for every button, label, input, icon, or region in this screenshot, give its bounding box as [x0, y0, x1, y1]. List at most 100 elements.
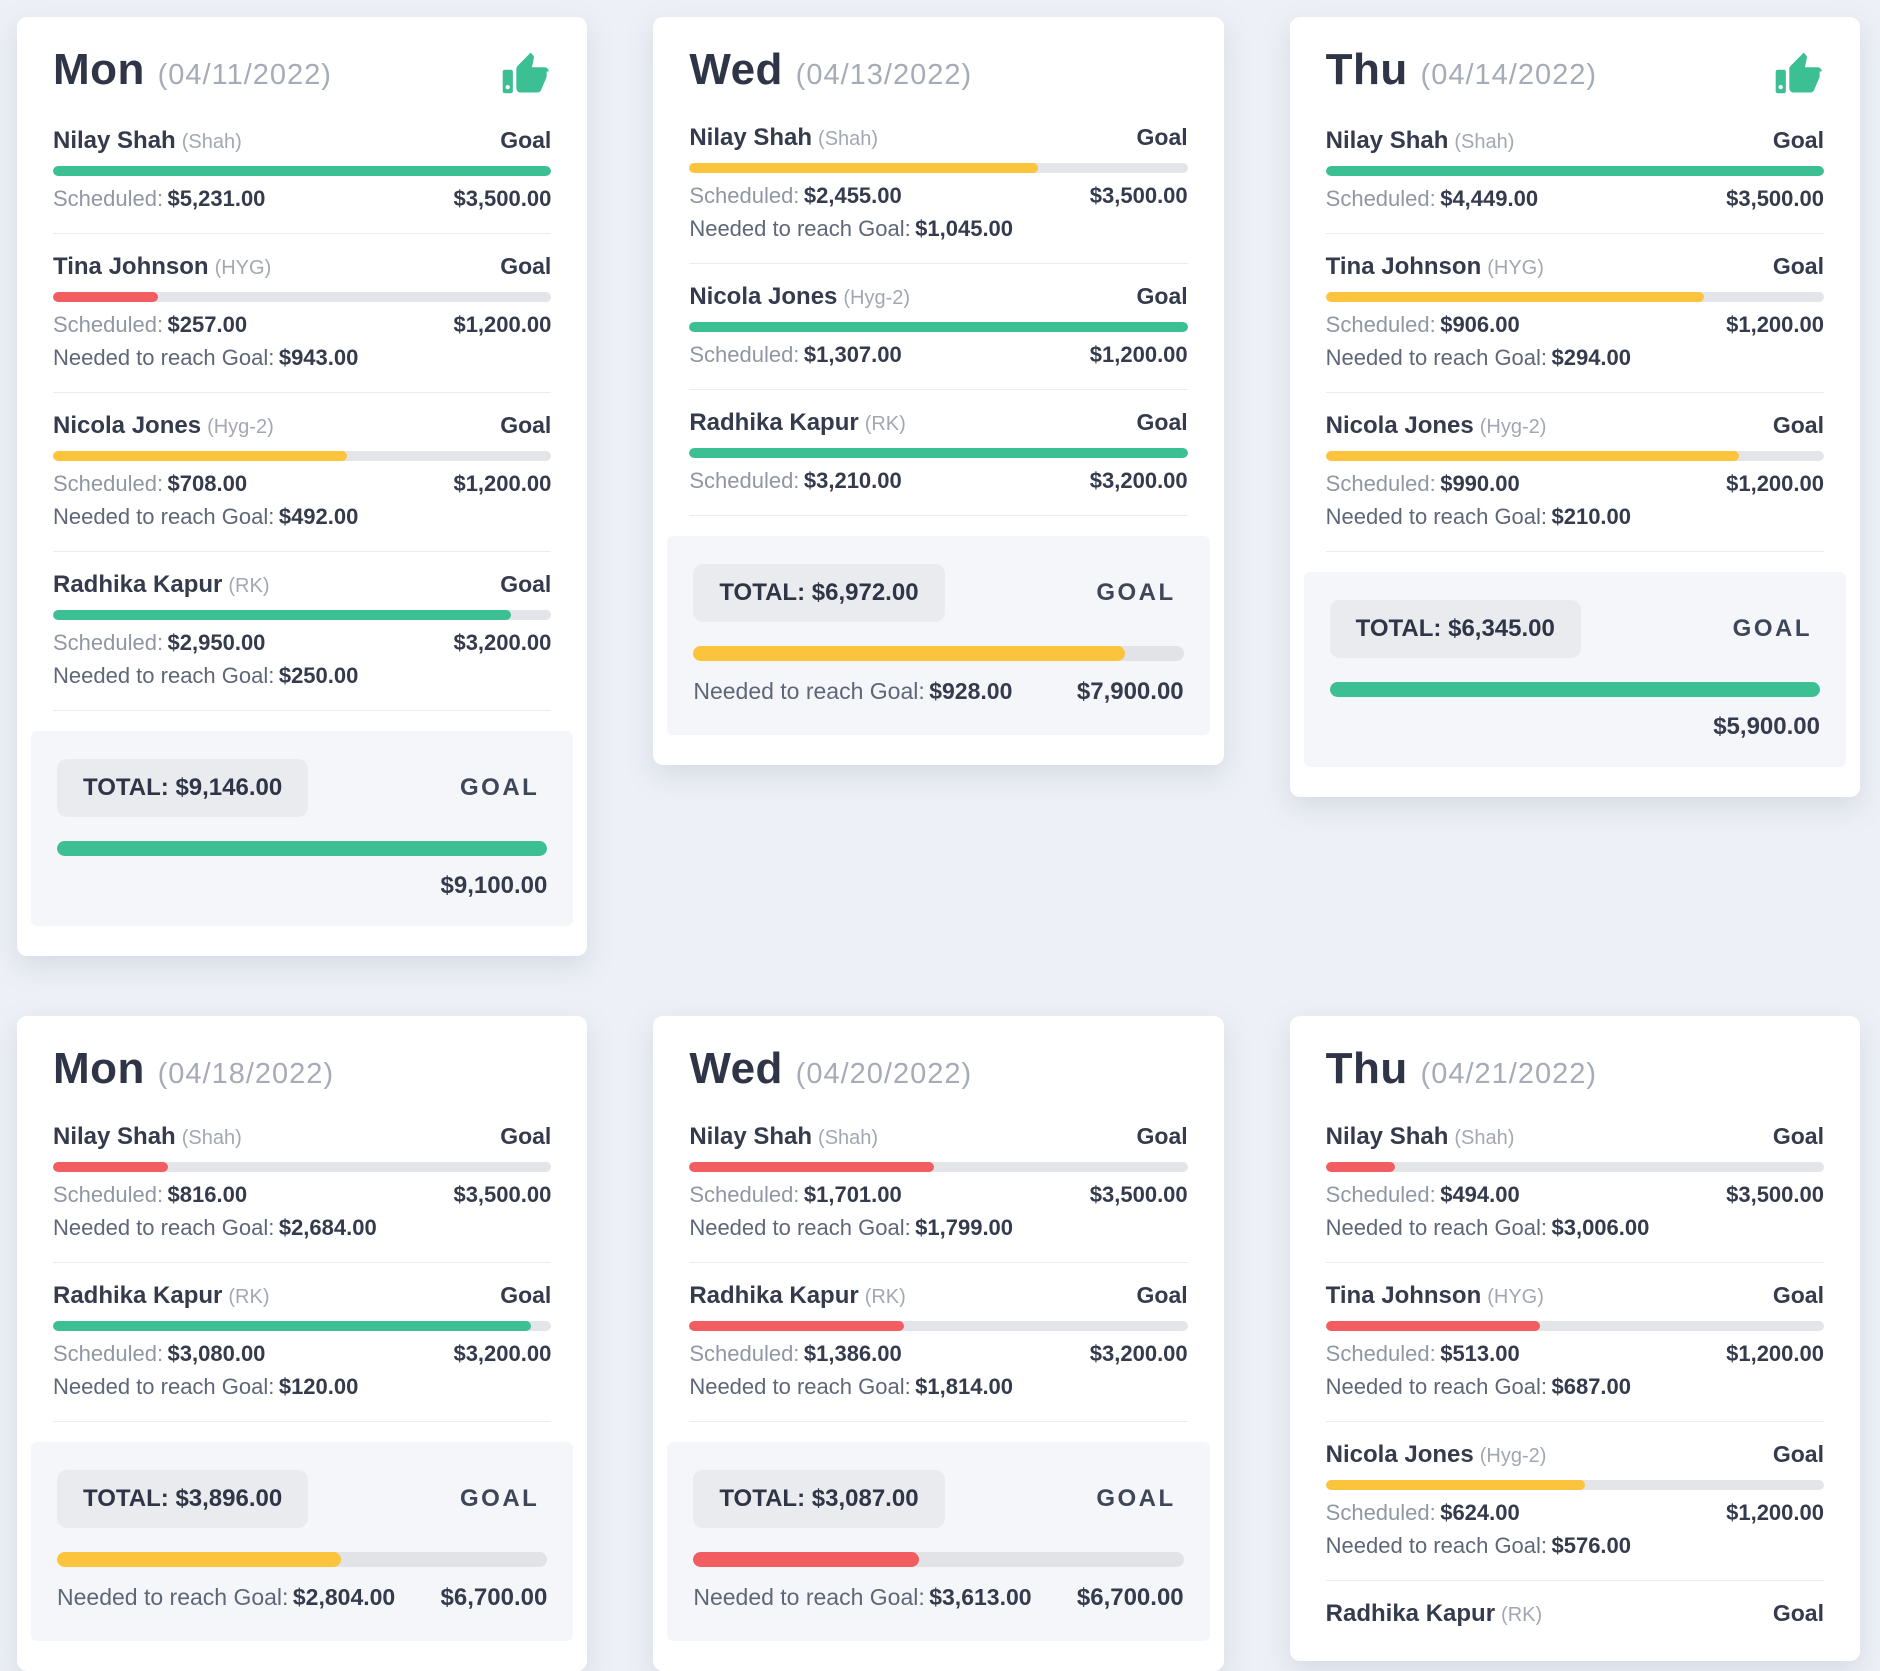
- provider-tag: (Shah): [818, 128, 879, 150]
- total-pill: TOTAL: $3,087.00: [693, 1470, 945, 1528]
- scheduled-label: Scheduled:: [689, 342, 800, 367]
- total-goal-amount: $6,700.00: [440, 1584, 548, 1611]
- divider: [689, 389, 1188, 390]
- provider-header: Nilay Shah (Shah) Goal: [53, 126, 551, 158]
- provider-name: Nicola Jones: [53, 412, 202, 439]
- scheduled-value: $906.00: [1440, 312, 1520, 337]
- total-progress-fill: [693, 1552, 919, 1567]
- provider-block: Radhika Kapur (RK) Goal: [1326, 1599, 1824, 1631]
- total-footer: $5,900.00: [1330, 713, 1820, 741]
- provider-progress-bar: [689, 448, 1188, 458]
- day-date: (04/13/2022): [795, 59, 973, 91]
- scheduled-group: Scheduled: $1,386.00: [689, 1341, 901, 1370]
- needed-value: $1,799.00: [915, 1215, 1014, 1240]
- provider-name-group: Nicola Jones (Hyg-2): [53, 412, 274, 443]
- provider-header: Tina Johnson (HYG) Goal: [1326, 252, 1824, 284]
- provider-header: Tina Johnson (HYG) Goal: [1326, 1281, 1824, 1313]
- scheduled-group: Scheduled: $624.00: [1326, 1500, 1520, 1529]
- provider-name-group: Nilay Shah (Shah): [689, 1123, 878, 1154]
- scheduled-row: Scheduled: $990.00 $1,200.00: [1326, 471, 1824, 500]
- provider-name: Radhika Kapur: [53, 571, 223, 598]
- provider-name-group: Radhika Kapur (RK): [689, 1282, 905, 1313]
- provider-progress-bar: [53, 451, 552, 461]
- needed-value: $943.00: [278, 345, 359, 370]
- provider-tag: (Shah): [818, 1127, 879, 1149]
- needed-row: Needed to reach Goal: $1,814.00: [689, 1374, 1187, 1403]
- needed-row: Needed to reach Goal: $120.00: [53, 1374, 551, 1403]
- needed-label: Needed to reach Goal:: [53, 345, 275, 370]
- goal-amount: $3,500.00: [453, 1182, 552, 1207]
- provider-name-group: Radhika Kapur (RK): [1326, 1600, 1542, 1631]
- provider-header: Nilay Shah (Shah) Goal: [689, 1122, 1187, 1154]
- provider-header: Nicola Jones (Hyg-2) Goal: [1326, 1440, 1824, 1472]
- goal-label: Goal: [500, 1282, 552, 1308]
- needed-label: Needed to reach Goal:: [1325, 1215, 1548, 1240]
- goal-label: Goal: [1772, 1282, 1824, 1308]
- scheduled-group: Scheduled: $4,449.00: [1326, 186, 1538, 215]
- provider-tag: (Hyg-2): [1479, 1445, 1547, 1467]
- needed-value: $687.00: [1551, 1374, 1632, 1399]
- scheduled-label: Scheduled:: [1325, 471, 1436, 496]
- provider-name: Nicola Jones: [1325, 412, 1474, 439]
- goal-amount: $1,200.00: [1726, 1500, 1824, 1525]
- total-section: TOTAL: $6,972.00 GOAL Needed to reach Goal…: [667, 536, 1210, 735]
- total-header: TOTAL: $6,345.00 GOAL: [1329, 600, 1820, 658]
- scheduled-label: Scheduled:: [53, 1182, 164, 1207]
- total-footer: $9,100.00: [57, 872, 548, 900]
- scheduled-row: Scheduled: $906.00 $1,200.00: [1326, 312, 1824, 341]
- goal-amount: $1,200.00: [1726, 312, 1824, 337]
- day-date: (04/18/2022): [157, 1058, 335, 1090]
- scheduled-value: $5,231.00: [167, 186, 266, 211]
- provider-progress-bar: [689, 1162, 1188, 1172]
- scheduled-row: Scheduled: $257.00 $1,200.00: [53, 312, 551, 341]
- day-title: Thu (04/14/2022): [1326, 47, 1597, 98]
- scheduled-value: $1,386.00: [803, 1341, 902, 1366]
- goal-label: Goal: [1136, 283, 1188, 309]
- provider-block: Radhika Kapur (RK) Goal Scheduled: $3,210.0…: [689, 408, 1188, 497]
- goal-amount: $3,200.00: [453, 630, 552, 655]
- provider-header: Nicola Jones (Hyg-2) Goal: [689, 282, 1187, 314]
- provider-tag: (RK): [864, 413, 906, 435]
- total-footer: Needed to reach Goal: $2,804.00 $6,700.00: [57, 1583, 547, 1615]
- provider-progress-fill: [53, 451, 347, 461]
- total-progress-fill: [1329, 682, 1820, 697]
- provider-block: Nicola Jones (Hyg-2) Goal Scheduled: $1,307…: [689, 282, 1188, 371]
- day-name: Thu: [1325, 45, 1408, 94]
- provider-progress-bar: [53, 1321, 552, 1331]
- goal-label: Goal: [500, 412, 552, 438]
- total-label: TOTAL:: [1355, 615, 1442, 642]
- scheduled-group: Scheduled: $1,307.00: [689, 342, 901, 371]
- provider-header: Nicola Jones (Hyg-2) Goal: [53, 411, 551, 443]
- day-date: (04/20/2022): [795, 1058, 973, 1090]
- provider-block: Nilay Shah (Shah) Goal Scheduled: $816.00 $3…: [53, 1122, 552, 1244]
- goal-amount: $1,200.00: [1726, 471, 1824, 496]
- goal-amount: $1,200.00: [453, 471, 552, 496]
- needed-value: $2,684.00: [278, 1215, 377, 1240]
- scheduled-label: Scheduled:: [53, 186, 164, 211]
- scheduled-value: $3,080.00: [167, 1341, 266, 1366]
- provider-header: Nilay Shah (Shah) Goal: [53, 1122, 551, 1154]
- total-goal-label: GOAL: [1732, 615, 1812, 642]
- provider-name-group: Nilay Shah (Shah): [53, 127, 242, 158]
- total-needed-label: Needed to reach Goal:: [57, 1584, 289, 1610]
- total-goal-label: GOAL: [1096, 1485, 1176, 1512]
- scheduled-row: Scheduled: $1,701.00 $3,500.00: [689, 1182, 1187, 1211]
- scheduled-row: Scheduled: $5,231.00 $3,500.00: [53, 186, 551, 215]
- goal-amount: $3,200.00: [453, 1341, 552, 1366]
- total-pill: TOTAL: $9,146.00: [57, 759, 309, 817]
- provider-progress-fill: [1325, 166, 1824, 176]
- provider-block: Tina Johnson (HYG) Goal Scheduled: $513.00 $…: [1325, 1281, 1824, 1403]
- divider: [53, 551, 552, 552]
- provider-tag: (Hyg-2): [207, 416, 274, 438]
- total-header: TOTAL: $6,972.00 GOAL: [693, 564, 1183, 622]
- scheduled-group: Scheduled: $1,701.00: [689, 1182, 901, 1211]
- scheduled-row: Scheduled: $708.00 $1,200.00: [53, 471, 551, 500]
- provider-name: Nilay Shah: [689, 124, 813, 151]
- scheduled-label: Scheduled:: [1325, 186, 1436, 211]
- provider-name: Nilay Shah: [1325, 127, 1449, 154]
- total-needed-value: $2,804.00: [292, 1584, 396, 1610]
- scheduled-group: Scheduled: $3,210.00: [689, 468, 901, 497]
- day-card: Mon (04/11/2022) Nilay Shah (Shah) Goal Sche…: [17, 17, 588, 956]
- scheduled-label: Scheduled:: [53, 471, 164, 496]
- day-date: (04/21/2022): [1420, 1058, 1597, 1090]
